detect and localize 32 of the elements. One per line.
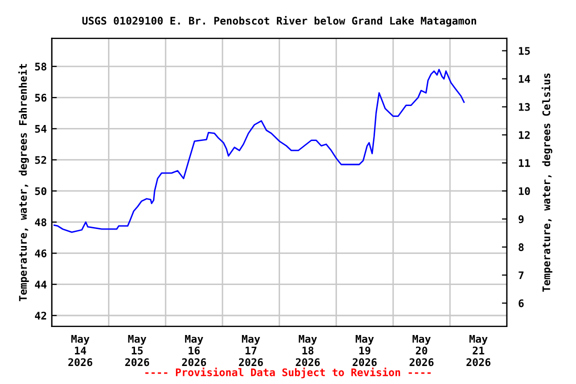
chart-title: USGS 01029100 E. Br. Penobscot River below Grand Lake Matagamon [82, 16, 476, 27]
x-tick-label: May 18 2026 [296, 335, 320, 366]
x-tick-label: May 20 2026 [410, 335, 434, 366]
y-tick-label: 48 [34, 218, 46, 226]
y-tick-label: 54 [35, 125, 47, 133]
y-tick-label: 58 [35, 62, 46, 71]
y2-tick-label: 15 [518, 47, 530, 55]
y-tick-label: 56 [35, 94, 46, 102]
x-tick-label: May 15 2026 [125, 335, 150, 366]
y2-tick-label: 14 [518, 75, 530, 83]
y2-tick-label: 7 [518, 271, 524, 280]
y-tick-label: 46 [34, 249, 46, 258]
y-tick-label: 42 [34, 312, 46, 320]
x-tick-label: May 21 2026 [466, 335, 490, 366]
y-tick-label: 52 [35, 156, 46, 164]
x-tick-label: May 14 2026 [68, 335, 92, 366]
y2-tick-label: 11 [518, 159, 530, 167]
y-tick-label: 44 [34, 280, 47, 288]
y-axis-title: Temperature, water, degrees Fahrenheit [18, 64, 29, 302]
x-tick-label: May 16 2026 [182, 335, 206, 366]
y2-tick-label: 13 [518, 103, 530, 111]
y2-tick-label: 6 [518, 299, 524, 308]
y2-tick-label: 9 [518, 215, 524, 224]
text: ---- Provisional Data Subject to Revision ---- [145, 368, 431, 378]
x-tick-label: May 17 2026 [238, 335, 263, 366]
x-tick-label: May 19 2026 [352, 335, 377, 366]
y2-axis-title: Temperature, water, degrees Celsius [542, 73, 552, 292]
y2-tick-label: 8 [518, 243, 524, 252]
line-series [54, 68, 465, 233]
y2-tick-label: 10 [518, 187, 530, 196]
y2-tick-label: 12 [518, 131, 530, 139]
y-tick-label: 50 [35, 187, 46, 196]
